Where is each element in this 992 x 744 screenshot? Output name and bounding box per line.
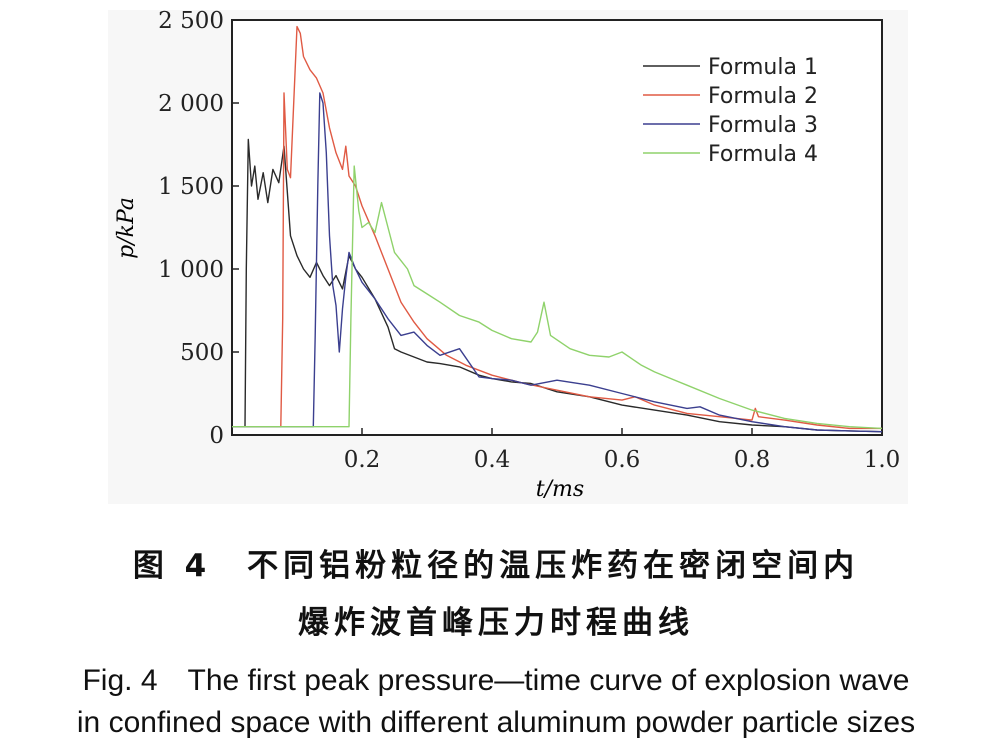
series-line-formula-4 xyxy=(232,165,883,430)
caption-cn-line2: 爆炸波首峰压力时程曲线 xyxy=(298,605,694,641)
y-tick-label: 2 500 xyxy=(158,8,224,34)
y-tick-label: 1 000 xyxy=(158,257,224,283)
x-tick-label: 0.8 xyxy=(734,447,771,473)
series-line-formula-3 xyxy=(232,92,883,433)
y-tick-label: 0 xyxy=(209,423,224,449)
legend: Formula 1 Formula 2 Formula 3 Formula 4 xyxy=(643,55,818,167)
y-tick-label: 2 000 xyxy=(158,91,224,117)
plot-area xyxy=(231,19,883,436)
x-tick-label: 0.4 xyxy=(474,447,511,473)
x-axis-ticks: 0.2 0.4 0.6 0.8 1.0 xyxy=(344,428,901,473)
legend-label: Formula 4 xyxy=(708,142,818,167)
series-line-formula-2 xyxy=(232,25,882,430)
series-lines xyxy=(232,25,883,433)
series-line-formula-1 xyxy=(232,138,883,433)
x-tick-label: 0.2 xyxy=(344,447,381,473)
x-tick-label: 1.0 xyxy=(864,447,901,473)
caption-cn-line1: 图 4 不同铝粉粒径的温压炸药在密闭空间内 xyxy=(132,548,860,584)
x-axis-label: t/ms xyxy=(536,477,584,502)
x-tick-label: 0.6 xyxy=(604,447,641,473)
y-axis-ticks: 0 500 1 000 1 500 2 000 2 500 xyxy=(158,8,239,449)
caption-en-line1: Fig. 4 The first peak pressure—time curv… xyxy=(82,664,910,697)
legend-label: Formula 1 xyxy=(708,55,818,80)
legend-label: Formula 3 xyxy=(708,113,818,138)
y-tick-label: 500 xyxy=(180,340,224,366)
legend-label: Formula 2 xyxy=(708,84,818,109)
y-tick-label: 1 500 xyxy=(158,174,224,200)
pressure-time-chart: 0.2 0.4 0.6 0.8 1.0 0 500 1 000 1 500 2 000 2 500… xyxy=(114,8,901,502)
caption-en-line2: in confined space with different aluminu… xyxy=(76,706,916,739)
y-axis-label: p/kPa xyxy=(114,197,139,259)
